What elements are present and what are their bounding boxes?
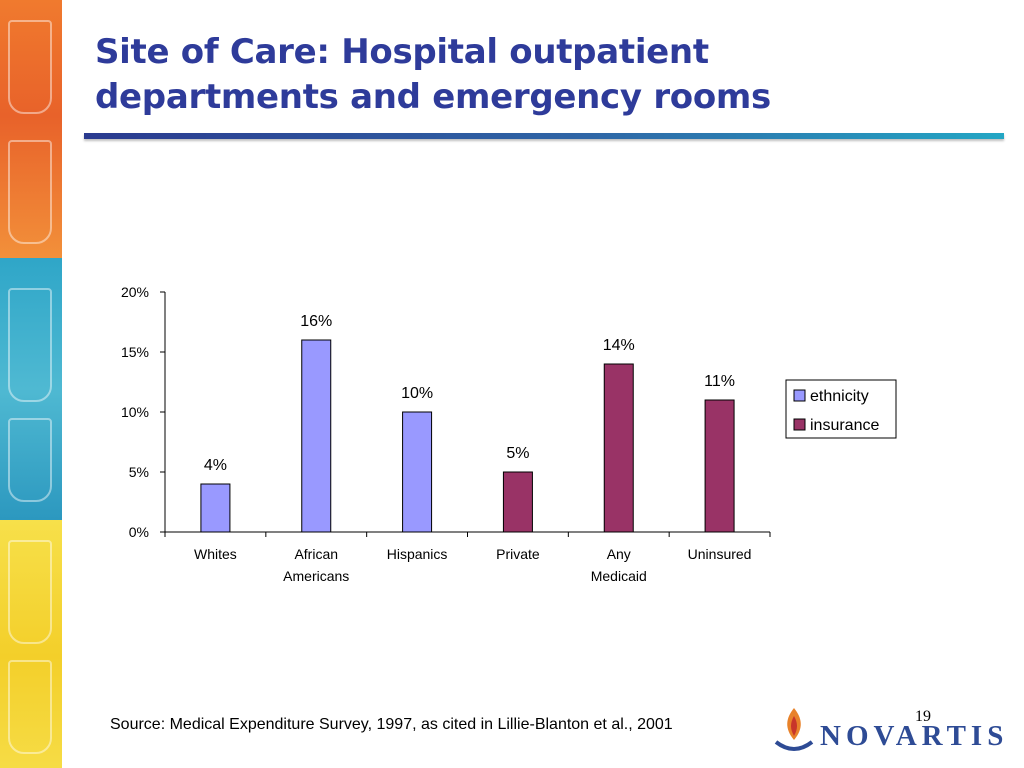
category-label: Any bbox=[607, 546, 631, 562]
legend-swatch-ethnicity bbox=[793, 389, 806, 402]
orange-band bbox=[0, 0, 62, 258]
logo-flame-icon bbox=[774, 708, 814, 751]
bar-insurance bbox=[603, 363, 634, 533]
bar-insurance bbox=[502, 471, 533, 533]
category-label: African bbox=[294, 546, 338, 562]
data-label: 14% bbox=[603, 337, 635, 354]
legend-label-ethnicity: ethnicity bbox=[810, 388, 869, 405]
flask-image bbox=[8, 288, 52, 402]
bar-ethnicity bbox=[301, 339, 332, 533]
bar-insurance bbox=[704, 399, 735, 533]
category-label: Hispanics bbox=[387, 546, 448, 562]
category-label: Uninsured bbox=[688, 546, 752, 562]
y-axis: 0% 5% 10% 15% 20% bbox=[121, 284, 166, 540]
novartis-logo: NOVARTIS bbox=[770, 698, 1003, 758]
flask-image bbox=[8, 20, 52, 114]
title-divider bbox=[84, 133, 1004, 139]
page-number: 19 bbox=[915, 708, 931, 725]
data-labels: 4% 16% 10% 5% 14% 11% bbox=[204, 313, 735, 474]
flask-image bbox=[8, 540, 52, 644]
y-tick-label: 5% bbox=[129, 464, 149, 480]
slide-title: Site of Care: Hospital outpatient depart… bbox=[95, 32, 771, 117]
legend-label-insurance: insurance bbox=[810, 417, 879, 434]
data-label: 10% bbox=[401, 385, 433, 402]
data-label: 11% bbox=[704, 373, 735, 390]
bars bbox=[200, 339, 735, 533]
source-note: Source: Medical Expenditure Survey, 1997… bbox=[110, 716, 673, 733]
category-labels: Whites African Americans Hispanics Private An… bbox=[194, 546, 751, 584]
category-label: Medicaid bbox=[591, 568, 647, 584]
legend: ethnicity insurance bbox=[785, 379, 897, 439]
y-tick-label: 10% bbox=[121, 404, 149, 420]
category-label: Americans bbox=[283, 568, 349, 584]
teal-band bbox=[0, 258, 62, 520]
category-label: Private bbox=[496, 546, 540, 562]
data-label: 4% bbox=[204, 457, 227, 474]
x-axis bbox=[164, 531, 771, 537]
flask-image bbox=[8, 418, 52, 502]
yellow-band bbox=[0, 520, 62, 768]
flask-image bbox=[8, 140, 52, 244]
bar-ethnicity bbox=[200, 483, 231, 533]
decorative-side-strip bbox=[0, 0, 62, 768]
y-tick-label: 20% bbox=[121, 284, 149, 300]
data-label: 16% bbox=[300, 313, 332, 330]
y-tick-label: 0% bbox=[129, 524, 149, 540]
logo-wordmark: NOVARTIS bbox=[820, 720, 1009, 752]
data-label: 5% bbox=[506, 445, 529, 462]
category-label: Whites bbox=[194, 546, 237, 562]
flask-image bbox=[8, 660, 52, 754]
legend-swatch-insurance bbox=[793, 418, 806, 431]
bar-ethnicity bbox=[402, 411, 433, 533]
y-tick-label: 15% bbox=[121, 344, 149, 360]
